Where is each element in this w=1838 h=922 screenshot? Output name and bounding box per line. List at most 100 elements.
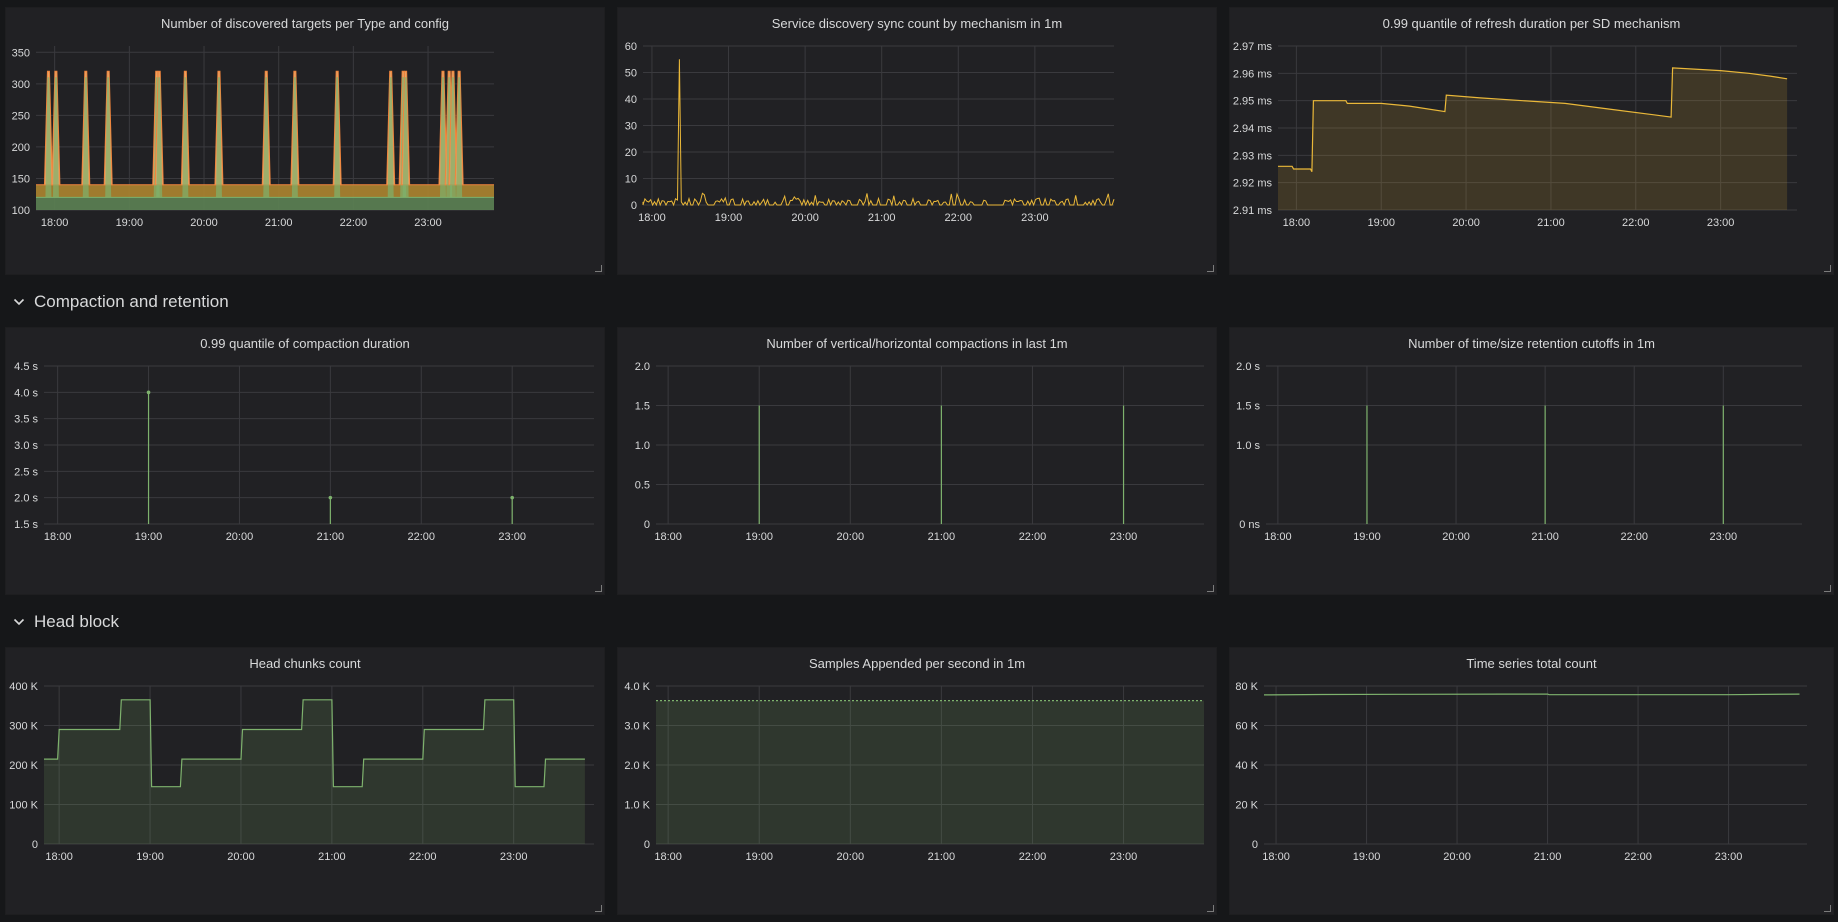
y-tick-label: 0.5 bbox=[635, 480, 650, 492]
panel-retention-cutoffs[interactable]: Number of time/size retention cutoffs in… bbox=[1229, 327, 1834, 595]
x-tick-label: 19:00 bbox=[715, 212, 743, 224]
panel-title[interactable]: 0.99 quantile of compaction duration bbox=[200, 336, 410, 351]
panel-title[interactable]: Time series total count bbox=[1466, 656, 1597, 671]
y-tick-label: 200 bbox=[12, 142, 30, 154]
y-tick-label: 2.5 s bbox=[14, 466, 38, 478]
panel-sd-sync-count[interactable]: Service discovery sync count by mechanis… bbox=[617, 7, 1217, 275]
panel-title[interactable]: Number of time/size retention cutoffs in… bbox=[1408, 336, 1655, 351]
x-tick-label: 20:00 bbox=[791, 212, 819, 224]
x-tick-label: 19:00 bbox=[1367, 217, 1395, 229]
y-tick-label: 2.92 ms bbox=[1233, 178, 1273, 190]
panel-title[interactable]: Number of discovered targets per Type an… bbox=[160, 16, 450, 31]
panel-samples-appended[interactable]: Samples Appended per second in 1m 0 1.0 K… bbox=[617, 647, 1217, 915]
y-tick-label: 2.94 ms bbox=[1233, 123, 1273, 135]
y-tick-label: 2.0 K bbox=[624, 760, 650, 772]
y-tick-label: 300 bbox=[12, 79, 30, 91]
x-tick-label: 23:00 bbox=[1021, 212, 1049, 224]
x-tick-label: 23:00 bbox=[1110, 531, 1138, 543]
series-line bbox=[44, 699, 585, 788]
y-tick-label: 4.0 K bbox=[624, 681, 650, 693]
series-line bbox=[1278, 67, 1788, 172]
x-tick-label: 20:00 bbox=[227, 851, 255, 863]
row-header-compaction[interactable]: Compaction and retention bbox=[10, 289, 229, 315]
y-tick-label: 80 K bbox=[1235, 681, 1258, 693]
panel-title[interactable]: Service discovery sync count by mechanis… bbox=[771, 16, 1063, 31]
resize-handle[interactable] bbox=[1207, 905, 1214, 912]
panel-title[interactable]: Samples Appended per second in 1m bbox=[808, 656, 1026, 671]
spike-mark bbox=[52, 77, 59, 198]
resize-handle[interactable] bbox=[1207, 585, 1214, 592]
y-tick-label: 50 bbox=[625, 68, 637, 80]
y-tick-label: 0 bbox=[1252, 839, 1258, 851]
y-tick-label: 3.5 s bbox=[14, 414, 38, 426]
y-tick-label: 1.0 K bbox=[624, 800, 650, 812]
y-tick-label: 40 bbox=[625, 94, 637, 106]
chevron-down-icon bbox=[13, 298, 25, 306]
spike-mark bbox=[334, 77, 341, 198]
x-tick-label: 23:00 bbox=[1707, 217, 1735, 229]
spike-mark bbox=[156, 77, 163, 198]
resize-handle[interactable] bbox=[1207, 265, 1214, 272]
y-tick-label: 2.93 ms bbox=[1233, 150, 1273, 162]
x-tick-label: 18:00 bbox=[654, 531, 682, 543]
x-tick-label: 19:00 bbox=[745, 531, 773, 543]
chart-samples-appended: 0 1.0 K 2.0 K 3.0 K 4.0 K 18:00 19:00 20:00 21:0… bbox=[624, 681, 1204, 863]
y-tick-label: 20 K bbox=[1235, 800, 1258, 812]
x-tick-label: 22:00 bbox=[1019, 851, 1047, 863]
resize-handle[interactable] bbox=[1824, 905, 1831, 912]
spike-mark bbox=[402, 77, 409, 198]
chart-retention-cutoffs: 0 ns500 ms1.0 s1.5 s2.0 s18:0019:0020:00… bbox=[1236, 361, 1802, 543]
x-tick-label: 18:00 bbox=[638, 212, 666, 224]
x-tick-label: 21:00 bbox=[317, 531, 345, 543]
x-tick-label: 18:00 bbox=[44, 531, 72, 543]
point-mark bbox=[510, 495, 514, 500]
series-area bbox=[656, 700, 1204, 844]
resize-handle[interactable] bbox=[595, 585, 602, 592]
panel-refresh-duration[interactable]: 0.99 quantile of refresh duration per SD… bbox=[1229, 7, 1834, 275]
y-tick-label: 40 K bbox=[1235, 760, 1258, 772]
y-tick-label: 0 bbox=[644, 519, 650, 531]
y-tick-label: 2.0 s bbox=[14, 493, 38, 505]
row-header-head-block[interactable]: Head block bbox=[10, 609, 119, 635]
y-tick-label: 250 bbox=[12, 110, 30, 122]
x-tick-label: 19:00 bbox=[116, 217, 144, 229]
spike-mark bbox=[82, 77, 89, 198]
resize-handle[interactable] bbox=[1824, 585, 1831, 592]
y-tick-label: 150 bbox=[12, 173, 30, 185]
panel-title[interactable]: 0.99 quantile of refresh duration per SD… bbox=[1382, 16, 1681, 31]
row-title: Compaction and retention bbox=[34, 292, 229, 311]
panel-discovered-targets[interactable]: Number of discovered targets per Type an… bbox=[5, 7, 605, 275]
x-tick-label: 22:00 bbox=[1019, 531, 1047, 543]
panel-time-series-count[interactable]: Time series total count 0 20 K 40 K 60 K 80 … bbox=[1229, 647, 1834, 915]
x-tick-label: 19:00 bbox=[1353, 531, 1381, 543]
resize-handle[interactable] bbox=[595, 265, 602, 272]
x-tick-label: 22:00 bbox=[945, 212, 973, 224]
y-tick-label: 350 bbox=[12, 47, 30, 59]
x-tick-label: 21:00 bbox=[1534, 851, 1562, 863]
x-tick-label: 18:00 bbox=[1264, 531, 1292, 543]
spike-mark bbox=[263, 77, 270, 198]
x-tick-label: 21:00 bbox=[1531, 531, 1559, 543]
y-tick-label: 100 bbox=[12, 205, 30, 217]
panel-head-chunks[interactable]: Head chunks count 0 100 K 200 K 300 K 400 K 1… bbox=[5, 647, 605, 915]
x-tick-label: 23:00 bbox=[500, 851, 528, 863]
chevron-down-icon bbox=[13, 618, 25, 626]
panel-title[interactable]: Number of vertical/horizontal compaction… bbox=[766, 336, 1068, 351]
x-tick-label: 22:00 bbox=[340, 217, 368, 229]
panel-title[interactable]: Head chunks count bbox=[249, 656, 361, 671]
x-tick-label: 21:00 bbox=[1537, 217, 1565, 229]
panel-compactions-count[interactable]: Number of vertical/horizontal compaction… bbox=[617, 327, 1217, 595]
panel-compaction-duration[interactable]: 0.99 quantile of compaction duration 1.5… bbox=[5, 327, 605, 595]
y-tick-label: 2.0 bbox=[635, 361, 650, 373]
y-tick-label: 2.91 ms bbox=[1233, 205, 1273, 217]
x-tick-label: 22:00 bbox=[1620, 531, 1648, 543]
spike-mark bbox=[439, 77, 446, 198]
resize-handle[interactable] bbox=[595, 905, 602, 912]
resize-handle[interactable] bbox=[1824, 265, 1831, 272]
chart-compaction-duration: 1.5 s 2.0 s 2.5 s 3.0 s 3.5 s 4.0 s 4.5 s 18:00… bbox=[14, 361, 594, 543]
series-area bbox=[44, 699, 585, 844]
spike-mark bbox=[215, 77, 222, 198]
spike-mark bbox=[449, 77, 456, 198]
x-tick-label: 18:00 bbox=[1262, 851, 1290, 863]
y-tick-label: 300 K bbox=[9, 721, 38, 733]
